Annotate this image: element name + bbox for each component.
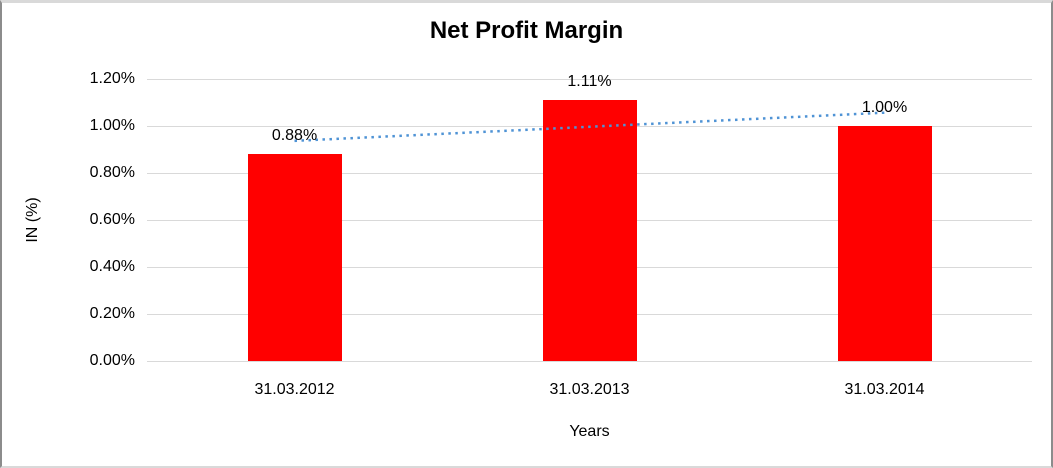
bar: [542, 100, 637, 361]
bar-value-label: 1.11%: [567, 73, 612, 91]
gridline: [147, 78, 1032, 80]
y-tick-label: 0.80%: [89, 164, 135, 181]
x-tick-label: 31.03.2012: [254, 381, 335, 398]
y-tick-label: 0.00%: [89, 352, 135, 369]
y-tick-label: 0.60%: [89, 211, 135, 228]
bar: [837, 126, 932, 361]
y-tick-label: 0.40%: [89, 258, 135, 275]
chart-title: Net Profit Margin: [429, 17, 624, 44]
y-tick-label: 0.20%: [89, 305, 135, 322]
x-axis-title: Years: [569, 423, 610, 440]
x-tick-label: 31.03.2013: [549, 381, 630, 398]
y-tick-label: 1.20%: [89, 70, 135, 87]
y-tick-label: 1.00%: [89, 117, 135, 134]
gridline: [147, 360, 1032, 362]
x-tick-label: 31.03.2014: [844, 381, 925, 398]
plot-area: [147, 78, 1032, 362]
bar-value-label: 0.88%: [271, 127, 318, 145]
bar-value-label: 1.00%: [861, 99, 908, 116]
bar: [247, 154, 342, 361]
